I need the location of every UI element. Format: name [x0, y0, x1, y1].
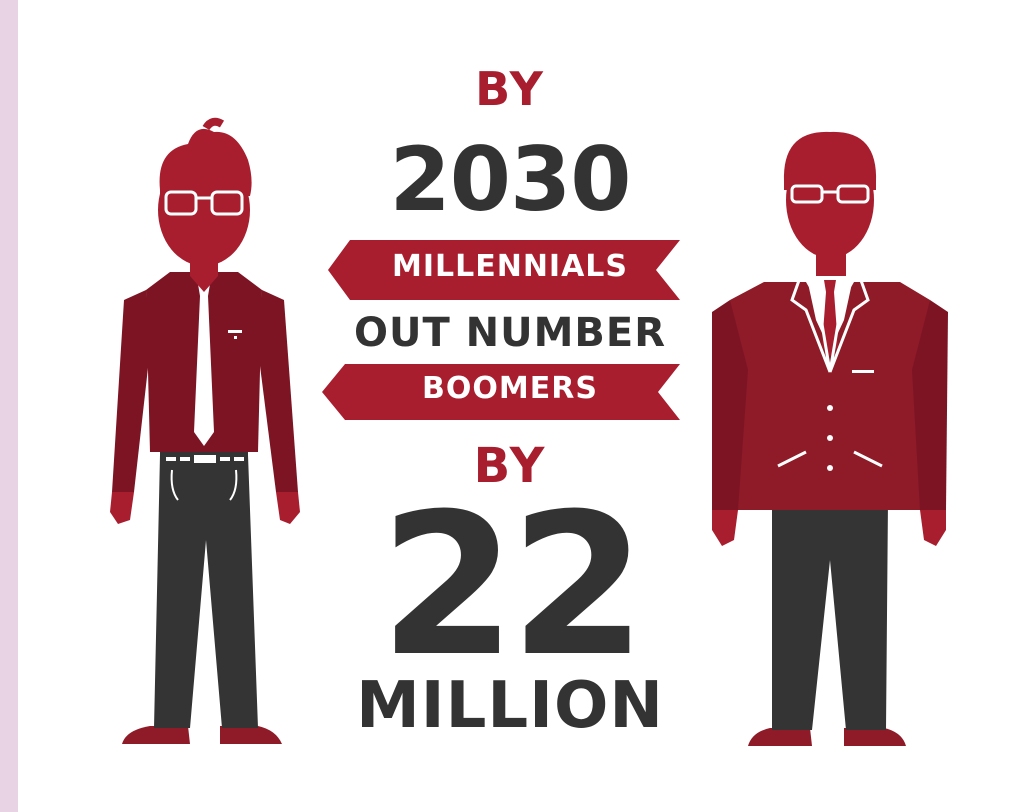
ribbon-label-millennials: MILLENNIALS — [391, 249, 629, 284]
ribbon-boomers — [322, 364, 680, 420]
headline-unit: MILLION — [356, 669, 664, 743]
left-accent-strip — [0, 0, 18, 812]
millennial-figure — [110, 117, 300, 744]
headline-by: BY — [475, 62, 545, 116]
headline-year: 2030 — [389, 128, 632, 231]
ribbon-millennials — [328, 240, 680, 300]
boomer-figure — [712, 131, 948, 746]
headline-out-number: OUT NUMBER — [353, 310, 667, 356]
ribbon-label-boomers: BOOMERS — [422, 371, 598, 406]
headline-number: 22 — [379, 472, 647, 700]
headline-by-second: BY — [473, 438, 547, 494]
